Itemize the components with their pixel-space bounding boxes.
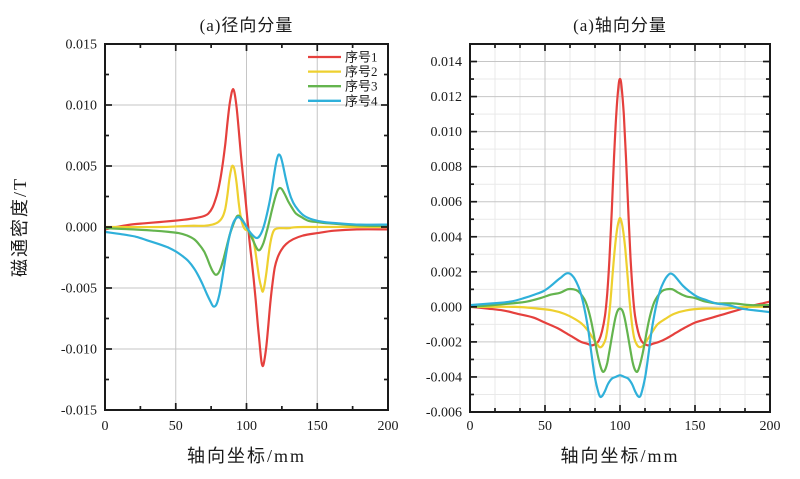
y-tick-label: 0.002	[431, 265, 463, 280]
plot-frame	[469, 43, 771, 413]
series-line-1	[470, 77, 770, 347]
y-tick-label: 0.006	[431, 195, 463, 210]
axial-chart-title: (a)轴向分量	[573, 16, 667, 35]
y-tick-label: 0.008	[431, 160, 463, 175]
y-tick-label: -0.015	[61, 404, 97, 419]
y-tick-label: -0.005	[61, 282, 97, 297]
x-tick-label: 150	[307, 419, 328, 434]
series-line-4	[105, 153, 388, 308]
tick-labels: 0 50 100 150 200 0.015 0.010 0.005 0.000 -0.005 -0…	[61, 38, 399, 435]
y-tick-label: -0.010	[61, 343, 97, 358]
legend-label-2: 序号2	[345, 64, 378, 79]
y-tick-label: 0.015	[66, 38, 98, 53]
y-tick-label: 0.014	[431, 55, 463, 70]
legend-label-4: 序号4	[345, 93, 378, 108]
y-tick-label: -0.006	[426, 406, 462, 421]
series-curves	[105, 87, 388, 368]
series-line-2	[105, 164, 388, 293]
y-tick-label: 0.000	[66, 221, 98, 236]
series-line-2	[470, 216, 770, 349]
x-tick-label: 150	[685, 419, 706, 434]
radial-chart-title: (a)径向分量	[199, 16, 294, 35]
x-tick-label: 0	[102, 419, 109, 434]
x-tick-label: 100	[236, 419, 257, 434]
x-tick-label: 0	[467, 419, 474, 434]
radial-x-axis-label: 轴向坐标/mm	[186, 446, 306, 466]
y-tick-label: 0.010	[431, 125, 463, 140]
series-line-4	[470, 272, 770, 399]
legend-label-3: 序号3	[345, 79, 378, 94]
series-curves	[470, 77, 770, 399]
tick-labels: 0 50 100 150 200 0.014 0.012 0.010 0.008 0.006 0.0…	[426, 55, 781, 434]
x-tick-label: 100	[610, 419, 631, 434]
plot-frame	[104, 43, 389, 411]
series-line-1	[105, 87, 388, 368]
x-tick-label: 200	[378, 419, 399, 434]
x-tick-label: 200	[760, 419, 781, 434]
y-tick-label: 0.012	[431, 90, 463, 105]
y-tick-label: -0.002	[426, 335, 462, 350]
y-tick-label: 0.000	[431, 300, 463, 315]
legend-label-1: 序号1	[345, 50, 378, 65]
y-tick-label: -0.004	[426, 370, 462, 385]
series-line-3	[470, 287, 770, 373]
x-tick-label: 50	[169, 419, 183, 434]
y-tick-label: 0.004	[431, 230, 463, 245]
x-tick-label: 50	[538, 419, 552, 434]
axial-x-axis-label: 轴向坐标/mm	[560, 446, 680, 466]
y-tick-label: 0.010	[66, 99, 98, 114]
grid-major	[470, 44, 770, 412]
y-tick-label: 0.005	[66, 160, 98, 175]
radial-y-axis-label: 磁通密度/T	[10, 177, 30, 277]
